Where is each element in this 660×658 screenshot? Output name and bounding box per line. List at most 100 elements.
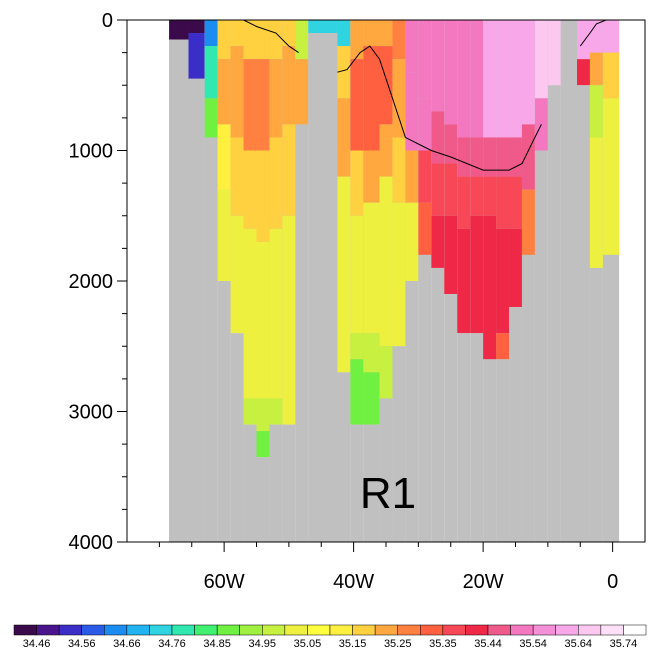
heatmap-cell <box>204 98 218 138</box>
heatmap-cells <box>169 20 620 543</box>
heatmap-cell <box>243 150 257 229</box>
contour-lines <box>243 19 607 171</box>
heatmap-cell <box>269 59 283 138</box>
seafloor-cell <box>379 398 393 542</box>
heatmap-cell <box>602 20 620 53</box>
seafloor-cell <box>243 424 257 542</box>
colorbar-swatch <box>194 624 218 636</box>
heatmap-cell <box>363 372 380 425</box>
colorbar-swatch <box>104 624 128 636</box>
seafloor-cell <box>392 346 406 542</box>
heatmap-cell <box>282 215 296 425</box>
colorbar-swatch <box>239 624 263 636</box>
heatmap-cell <box>243 228 257 399</box>
heatmap-cell <box>509 20 522 138</box>
heatmap-cell <box>256 398 270 432</box>
seafloor-cell <box>509 307 522 542</box>
heatmap-cell <box>269 137 283 229</box>
colorbar-label: 35.54 <box>519 638 547 650</box>
seafloor-cell <box>444 294 458 542</box>
heatmap-cell <box>521 20 535 125</box>
heatmap-cell <box>444 215 458 295</box>
colorbar-swatch <box>487 624 511 636</box>
colorbar-label: 35.15 <box>339 638 367 650</box>
heatmap-cell <box>204 20 218 47</box>
heatmap-cell <box>243 59 257 151</box>
contour-line <box>579 19 607 47</box>
heatmap-cell <box>509 176 522 229</box>
heatmap-cell <box>269 228 283 399</box>
seafloor-cell <box>589 267 603 542</box>
colorbar-label: 34.66 <box>113 638 141 650</box>
y-tick-label: 3000 <box>69 402 114 424</box>
colorbar-swatch <box>149 624 173 636</box>
heatmap-cell <box>602 98 620 255</box>
colorbar-swatch <box>36 624 60 636</box>
heatmap-cell <box>509 137 522 177</box>
colorbar-label: 34.95 <box>249 638 277 650</box>
heatmap-cell <box>217 124 231 190</box>
x-tick-label: 20W <box>463 571 504 593</box>
heatmap-cell <box>483 20 497 138</box>
heatmap-cell <box>217 59 231 125</box>
heatmap-cell <box>269 398 283 425</box>
seafloor-cell <box>405 281 419 542</box>
seafloor-cell <box>496 359 510 542</box>
x-tick-label: 40W <box>333 571 374 593</box>
heatmap-cell <box>547 20 561 86</box>
heatmap-cell <box>457 228 471 334</box>
colorbar-swatch <box>510 624 534 636</box>
heatmap-cell <box>577 59 590 86</box>
seafloor-cell <box>457 333 471 542</box>
heatmap-cell <box>379 20 393 47</box>
colorbar-swatch <box>555 624 579 636</box>
heatmap-cell <box>243 398 257 425</box>
heatmap-cell <box>602 52 620 99</box>
heatmap-cell <box>204 137 218 542</box>
heatmap-cell <box>534 20 548 99</box>
seafloor-cell <box>282 424 296 542</box>
seafloor-cell <box>230 333 244 542</box>
heatmap-cell <box>230 46 244 138</box>
heatmap-cell <box>431 215 445 268</box>
heatmap-cell <box>577 20 590 60</box>
heatmap-cell <box>256 241 270 399</box>
seafloor-cell <box>363 424 380 542</box>
colorbar-swatch <box>397 624 421 636</box>
heatmap-cell <box>470 20 484 138</box>
colorbar-swatch <box>58 624 82 636</box>
heatmap-cell <box>496 137 510 177</box>
heatmap-cell <box>217 189 231 281</box>
heatmap-cell <box>269 20 283 60</box>
seafloor-cell <box>337 372 351 542</box>
heatmap-cell <box>589 52 603 86</box>
heatmap-cell <box>418 20 432 99</box>
heatmap-cell <box>418 150 432 203</box>
colorbar-swatch <box>600 624 624 636</box>
heatmap-cell <box>363 46 380 151</box>
y-axis: 0 1000 2000 3000 4000 <box>69 10 127 554</box>
heatmap-cell <box>230 20 244 47</box>
colorbar-swatch <box>81 624 105 636</box>
heatmap-cell <box>256 150 270 242</box>
heatmap-cell <box>509 228 522 308</box>
contour-line <box>337 45 542 171</box>
heatmap-cell <box>256 20 270 60</box>
heatmap-cell <box>392 202 406 347</box>
colorbar-swatch <box>307 624 331 636</box>
x-axis: 60W 40W 20W 0 <box>158 542 618 593</box>
heatmap-cell <box>457 20 471 138</box>
colorbar-label: 35.35 <box>429 638 457 650</box>
seafloor-cell <box>418 254 432 542</box>
heatmap-cell <box>457 176 471 229</box>
colorbar-swatch <box>13 624 37 636</box>
colorbar-label: 34.76 <box>158 638 186 650</box>
seafloor-cell <box>295 124 309 543</box>
heatmap-cell <box>379 176 393 347</box>
seafloor-cell <box>521 254 535 542</box>
colorbar-swatch <box>532 624 556 636</box>
heatmap-cell <box>418 202 432 255</box>
colorbar-label: 35.25 <box>384 638 412 650</box>
heatmap-cell <box>169 20 189 40</box>
heatmap-cell <box>188 78 205 542</box>
